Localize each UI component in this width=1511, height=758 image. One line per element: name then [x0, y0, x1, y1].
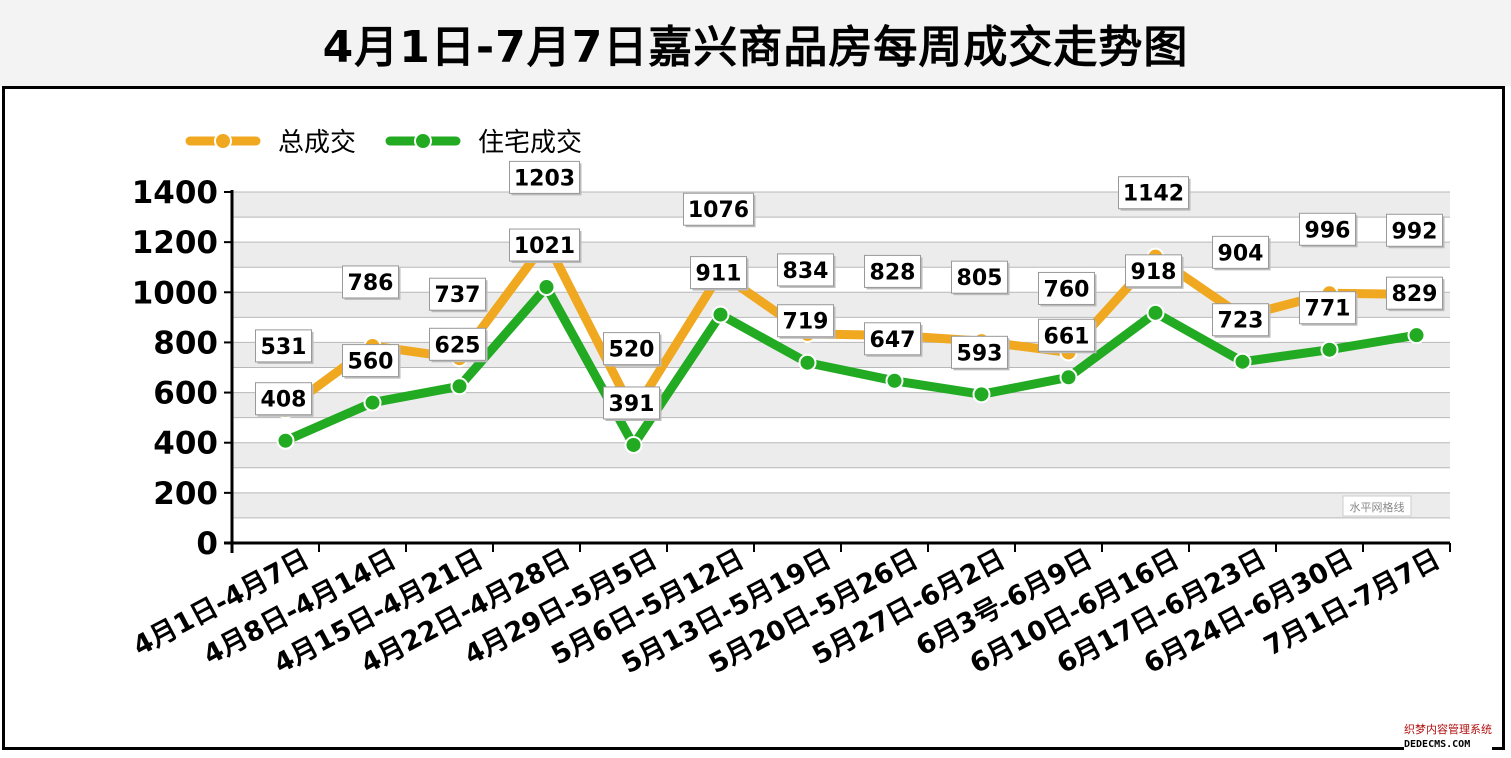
data-label-total: 992 — [1392, 219, 1438, 244]
y-tick-label: 0 — [196, 526, 218, 562]
data-label-residential: 408 — [261, 388, 307, 413]
legend-label: 住宅成交 — [478, 128, 582, 158]
data-label-residential: 829 — [1392, 282, 1438, 307]
data-label-total: 786 — [348, 271, 394, 296]
data-point — [1233, 352, 1252, 371]
data-point — [1407, 326, 1426, 345]
data-label-residential: 911 — [696, 262, 742, 287]
data-label-residential: 1021 — [514, 234, 575, 259]
grid-band — [232, 442, 1450, 468]
data-label-total: 520 — [609, 338, 655, 363]
data-label-box — [1118, 176, 1189, 210]
data-label-box — [777, 253, 834, 287]
data-label-total: 828 — [870, 260, 916, 285]
y-tick-label: 1400 — [132, 175, 218, 211]
data-point — [624, 435, 643, 454]
data-label-box — [1125, 254, 1182, 288]
data-point — [972, 385, 991, 404]
footer-watermark: 织梦内容管理系统 DEDECMS.COM — [1404, 722, 1492, 752]
y-tick-label: 800 — [153, 325, 218, 361]
data-label-box — [342, 265, 399, 299]
data-point — [1320, 340, 1339, 359]
data-label-total: 1142 — [1123, 182, 1184, 207]
data-label-total: 834 — [783, 259, 829, 284]
legend-label: 总成交 — [278, 128, 356, 158]
data-label-total: 760 — [1044, 277, 1090, 302]
data-label-residential: 771 — [1305, 297, 1351, 322]
data-label-residential: 391 — [609, 392, 655, 417]
data-label-box — [690, 256, 747, 290]
series-line-1 — [281, 282, 1421, 450]
data-label-total: 1076 — [688, 198, 749, 223]
data-label-residential: 719 — [783, 310, 829, 335]
legend-marker — [214, 132, 232, 150]
data-label-box — [1386, 213, 1443, 247]
data-point — [711, 305, 730, 324]
data-label-residential: 918 — [1131, 260, 1177, 285]
data-label-box — [777, 304, 834, 338]
data-label-box — [1212, 235, 1269, 269]
data-label-box — [603, 386, 660, 420]
legend-marker — [414, 132, 432, 150]
data-point — [537, 278, 556, 297]
data-label-residential: 625 — [435, 333, 481, 358]
data-label-box — [509, 228, 580, 262]
data-label-box — [509, 160, 580, 194]
watermark-line2: DEDECMS.COM — [1404, 739, 1471, 750]
data-label-total: 1203 — [514, 166, 575, 191]
data-label-total: 531 — [261, 335, 307, 360]
data-label-box — [1299, 291, 1356, 325]
data-label-box — [864, 322, 921, 356]
y-tick-label: 1000 — [132, 275, 218, 311]
data-label-box — [1212, 303, 1269, 337]
data-label-residential: 661 — [1044, 324, 1090, 349]
data-label-total: 805 — [957, 266, 1003, 291]
data-label-box — [1038, 318, 1095, 352]
data-label-box — [255, 382, 312, 416]
chart-title: 4月1日-7月7日嘉兴商品房每周成交走势图 — [322, 22, 1189, 73]
data-label-total: 996 — [1305, 218, 1351, 243]
grid-band — [232, 392, 1450, 418]
y-tick-label: 200 — [153, 476, 218, 512]
data-label-box — [864, 254, 921, 288]
data-label-box — [683, 192, 754, 226]
y-tick-label: 600 — [153, 376, 218, 412]
data-label-residential: 647 — [870, 328, 916, 353]
data-point — [1146, 303, 1165, 322]
data-label-box — [429, 327, 486, 361]
data-label-residential: 723 — [1218, 309, 1264, 334]
data-label-box — [1299, 212, 1356, 246]
data-label-box — [1038, 271, 1095, 305]
grid-note: 水平网格线 — [1350, 500, 1405, 514]
data-label-residential: 560 — [348, 350, 394, 375]
data-point — [450, 377, 469, 396]
data-label-box — [951, 335, 1008, 369]
data-point — [363, 393, 382, 412]
watermark-line1: 织梦内容管理系统 — [1404, 723, 1492, 736]
y-tick-label: 1200 — [132, 225, 218, 261]
data-label-box — [342, 344, 399, 378]
y-tick-label: 400 — [153, 426, 218, 462]
data-point — [276, 431, 295, 450]
data-point — [885, 371, 904, 390]
data-label-total: 737 — [435, 283, 481, 308]
data-label-residential: 593 — [957, 341, 1003, 366]
data-label-total: 904 — [1218, 241, 1264, 266]
data-label-box — [603, 332, 660, 366]
data-point — [1059, 368, 1078, 387]
data-label-box — [951, 260, 1008, 294]
grid-band — [232, 192, 1450, 218]
grid-band — [232, 492, 1450, 518]
data-label-box — [429, 277, 486, 311]
data-point — [798, 353, 817, 372]
grid-note-box — [1342, 495, 1412, 517]
title-bar: 4月1日-7月7日嘉兴商品房每周成交走势图 — [0, 0, 1511, 86]
data-label-box — [255, 329, 312, 363]
data-label-box — [1386, 276, 1443, 310]
